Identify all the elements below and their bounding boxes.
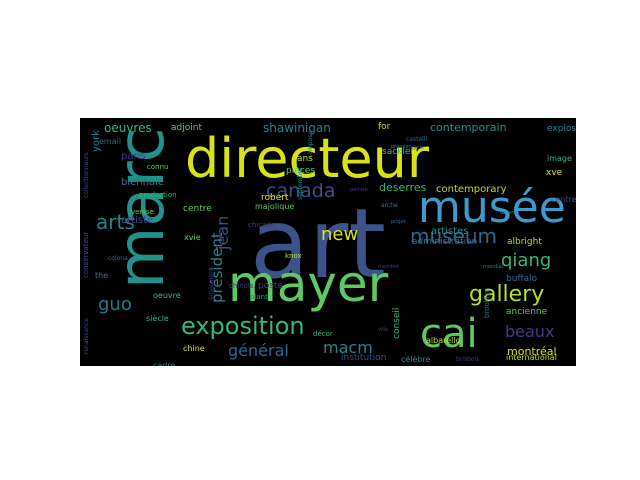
cloud-word-new: new [321, 224, 359, 245]
cloud-word-oeuvre: oeuvre [153, 291, 181, 300]
cloud-word-mayer: mayer [228, 255, 389, 313]
cloud-word-cadre: cadre [153, 361, 176, 367]
cloud-word-plant: plant [250, 293, 268, 301]
cloud-word-sackler: sackler [382, 147, 415, 157]
cloud-word-projet: projet [391, 219, 406, 225]
cloud-word-general: général [228, 341, 289, 360]
cloud-word-contemporain: contemporain [430, 121, 507, 134]
cloud-word-venise: venise [131, 208, 154, 216]
cloud-word-musee: musée [418, 182, 566, 233]
cloud-word-arche: arche [381, 202, 398, 209]
cloud-word-albright: albright [507, 237, 542, 247]
cloud-word-exposition: exposition [181, 312, 305, 340]
cloud-word-ville: ville [378, 327, 389, 333]
cloud-word-buffalo: buffalo [506, 274, 538, 284]
cloud-word-renaissance: renaissance [83, 317, 90, 354]
cloud-word-conseil: conseil [392, 307, 402, 339]
cloud-word-gallery: gallery [469, 282, 545, 307]
cloud-word-artistes: artistes [431, 226, 469, 237]
cloud-word-peintre: peintre [350, 187, 368, 193]
cloud-word-artiste: artiste [121, 215, 154, 226]
cloud-word-guo: guo [98, 294, 132, 315]
cloud-word-knox: knox [285, 252, 302, 260]
cloud-word-paris: paris [121, 151, 146, 162]
cloud-word-siecle: siècle [146, 314, 169, 323]
cloud-word-castelli: castelli [406, 136, 428, 143]
cloud-word-deserres: deserres [379, 181, 427, 194]
cloud-word-membre: membre [378, 264, 400, 270]
cloud-word-oeuvres: oeuvres [104, 121, 152, 135]
cloud-word-arts: arts [96, 210, 135, 234]
cloud-word-directeur: directeur [185, 127, 430, 190]
cloud-word-cai: cai [420, 311, 478, 357]
cloud-word-art: art [250, 188, 386, 300]
cloud-word-chine: chine [183, 344, 205, 353]
cloud-word-centre: centre [183, 204, 212, 214]
cloud-word-compose: compose [307, 131, 314, 159]
cloud-word-xve: xve [546, 168, 563, 178]
cloud-word-collectionneurs: collectionneurs [83, 152, 90, 198]
cloud-word-macm: macm [323, 338, 373, 357]
cloud-word-poste: poste [258, 281, 283, 291]
cloud-word-colona: colona [108, 255, 128, 262]
cloud-word-conservateur: conservateur [82, 232, 90, 279]
cloud-word-image: image [547, 154, 572, 163]
cloud-word-xvie: xvie [184, 233, 201, 242]
cloud-word-brooklyn: brooklyn [483, 287, 491, 318]
cloud-word-email: email [99, 137, 122, 146]
cloud-word-museum: museum [410, 224, 498, 248]
cloud-word-adjoint: adjoint [171, 123, 202, 133]
cloud-word-decor: décor [313, 330, 333, 338]
cloud-word-mondial: mondial [483, 264, 504, 270]
cloud-word-ancienne: ancienne [506, 307, 548, 317]
cloud-word-montreal: montréal [507, 345, 557, 358]
cloud-word-international: international [506, 353, 557, 362]
cloud-word-premier: premier [391, 144, 411, 150]
cloud-word-institution: institution [341, 353, 387, 363]
cloud-word-connu: connu [147, 163, 169, 171]
cloud-word-shawinigan: shawinigan [263, 121, 331, 135]
cloud-word-explosion: explosion [547, 124, 576, 134]
cloud-word-oeuvres: œuvres [500, 210, 519, 216]
cloud-word-for: for [378, 122, 391, 132]
cloud-word-beaux: beaux [505, 322, 555, 341]
cloud-word-production: production [139, 191, 177, 199]
cloud-word-majolique: majolique [255, 202, 295, 211]
cloud-word-contemporary: contemporary [436, 184, 507, 195]
cloud-word-septembre: septembre [297, 168, 304, 201]
cloud-word-qiang: qiang [501, 250, 552, 271]
cloud-word-pieces: pièces [286, 166, 315, 176]
cloud-word-chicago: chicago [248, 221, 276, 229]
cloud-word-celebre: célèbre [401, 355, 431, 364]
word-cloud: art marc directeur mayer musée cai exposition g… [80, 118, 576, 366]
cloud-word-albarello: albarello [426, 336, 461, 345]
cloud-word-robert: robert [261, 193, 289, 203]
cloud-word-administration: administration [412, 237, 478, 247]
cloud-word-egalement: également [208, 268, 215, 301]
cloud-word-centres: centres [551, 195, 576, 204]
cloud-word-canada: canada [266, 180, 336, 202]
cloud-word-biennale: biennale [121, 177, 165, 188]
cloud-word-cycle: cycle [411, 145, 424, 151]
cloud-word-brisbois: brisbois [456, 356, 480, 363]
cloud-word-chinois: chinois [229, 282, 254, 290]
cloud-word-ans: ans [297, 154, 313, 164]
cloud-word-the: the [95, 271, 109, 280]
